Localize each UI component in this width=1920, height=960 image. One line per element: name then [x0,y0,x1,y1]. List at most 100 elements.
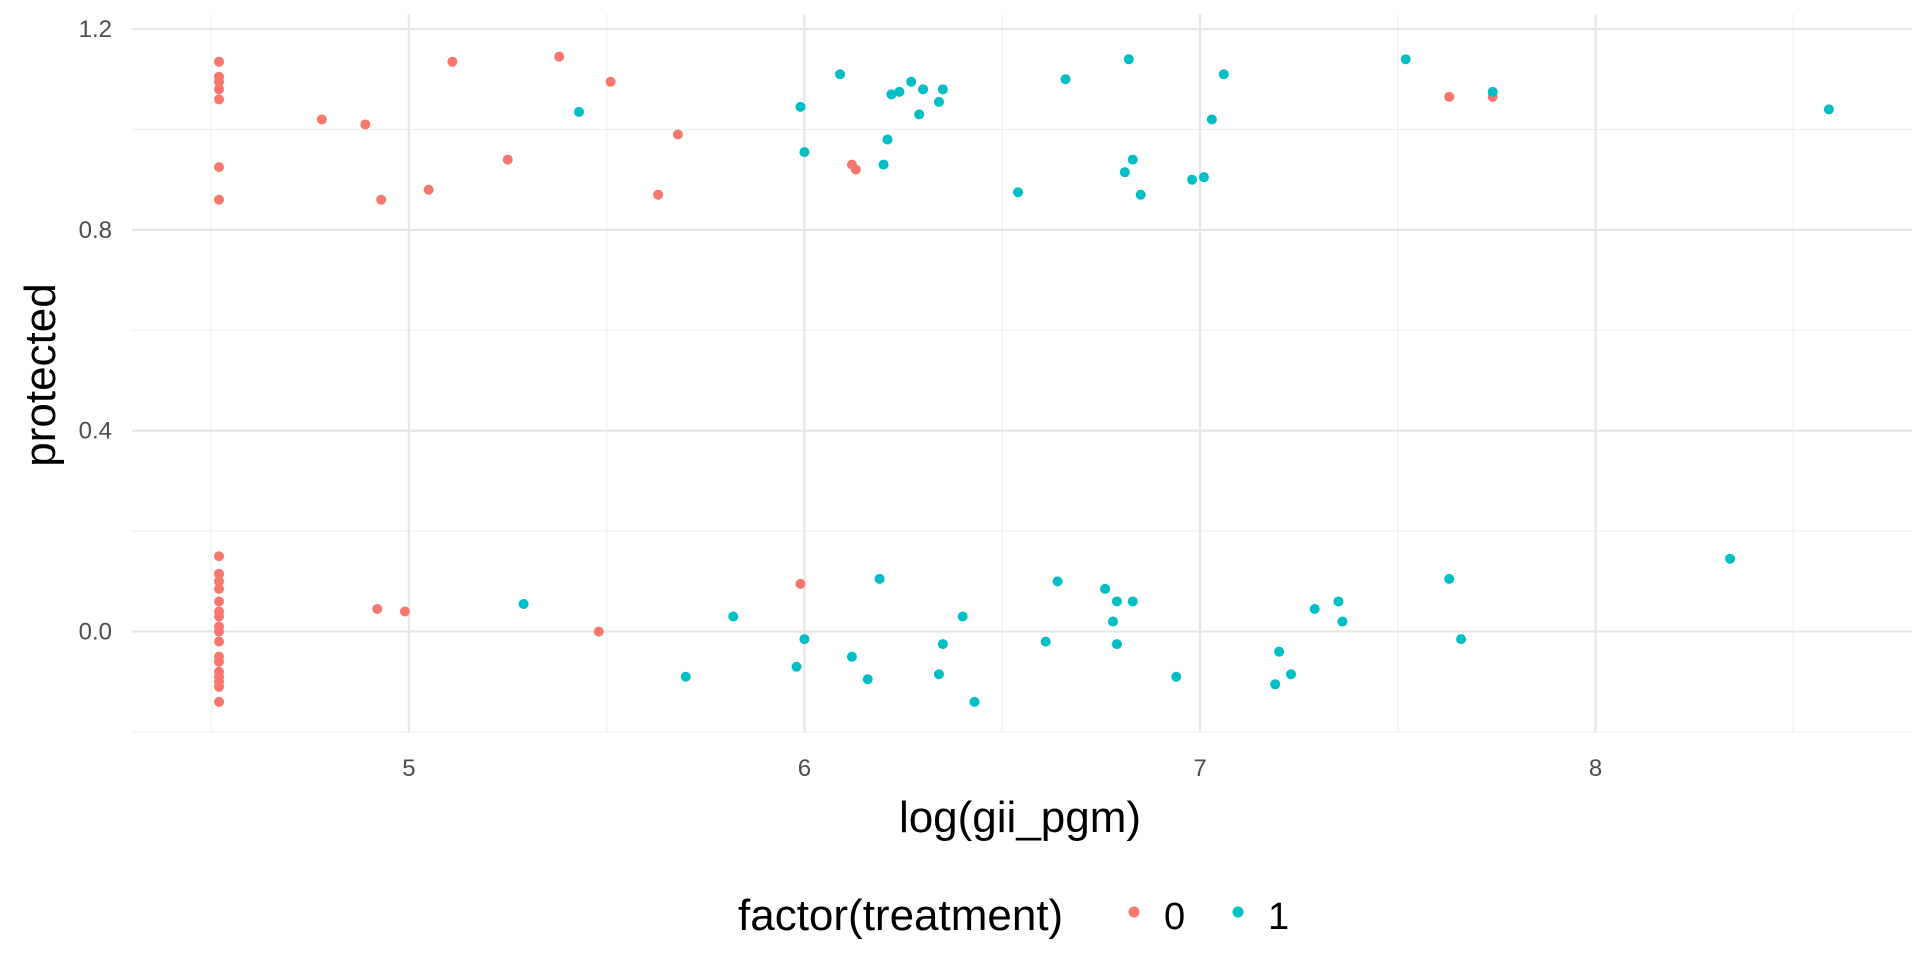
data-point-series-1 [1100,583,1111,594]
data-point-series-0 [376,194,387,205]
data-point-series-0 [795,578,806,589]
data-point-series-1 [1270,679,1281,690]
x-axis-title: log(gii_pgm) [899,793,1141,842]
data-point-series-1 [835,69,846,80]
data-point-series-1 [728,611,739,622]
data-point-series-0 [214,696,225,707]
data-point-series-0 [214,162,225,173]
data-point-series-1 [1337,616,1348,627]
y-tick-label: 1.2 [79,16,112,43]
x-tick-label: 5 [402,755,415,782]
data-point-series-0 [214,681,225,692]
data-point-series-0 [214,568,225,579]
data-point-series-0 [1444,91,1455,102]
data-point-series-0 [214,94,225,105]
data-point-series-1 [1487,86,1498,97]
data-point-series-0 [399,606,410,617]
data-point-series-1 [1135,189,1146,200]
data-point-series-1 [1285,669,1296,680]
data-point-series-0 [593,626,604,637]
data-point-series-1 [799,634,810,645]
data-point-series-0 [214,56,225,67]
data-point-series-1 [1333,596,1344,607]
data-point-series-0 [214,611,225,622]
legend: factor(treatment) 0 1 [738,891,1289,940]
data-point-series-1 [1119,167,1130,178]
y-tick-label: 0.8 [79,217,112,244]
legend-marker-1 [1232,906,1244,918]
y-tick-label: 0.0 [79,619,112,646]
data-point-series-1 [918,84,929,95]
data-point-series-1 [933,669,944,680]
data-point-series-1 [1111,639,1122,650]
data-point-series-0 [214,84,225,95]
data-point-series-0 [447,56,458,67]
data-point-series-0 [214,551,225,562]
y-tick-label: 0.4 [79,418,112,445]
data-point-series-1 [1111,596,1122,607]
y-axis-ticks: 0.0 0.4 0.8 1.2 [79,16,112,646]
data-point-series-1 [1127,154,1138,165]
data-point-series-0 [214,636,225,647]
data-point-series-0 [214,596,225,607]
data-point-series-1 [1444,573,1455,584]
data-point-series-0 [502,154,513,165]
data-point-series-0 [214,576,225,587]
y-axis-title: protected [16,283,65,466]
data-point-series-1 [937,639,948,650]
data-point-series-1 [933,96,944,107]
data-point-series-1 [874,573,885,584]
data-point-series-1 [1052,576,1063,587]
x-tick-label: 8 [1589,755,1602,782]
x-axis-ticks: 5 6 7 8 [402,755,1602,782]
data-point-series-1 [1060,74,1071,85]
data-point-series-1 [1206,114,1217,125]
data-point-series-0 [672,129,683,140]
data-point-series-1 [1198,172,1209,183]
data-point-series-1 [886,89,897,100]
data-point-series-0 [316,114,327,125]
data-point-series-1 [878,159,889,170]
data-point-series-1 [1127,596,1138,607]
legend-marker-0 [1128,906,1140,918]
data-points [214,51,1834,707]
x-tick-label: 6 [798,755,811,782]
data-point-series-1 [573,106,584,117]
data-point-series-0 [653,189,664,200]
data-point-series-1 [1400,54,1411,65]
data-point-series-0 [214,656,225,667]
data-point-series-1 [1107,616,1118,627]
data-point-series-1 [906,76,917,87]
data-point-series-0 [214,76,225,87]
data-point-series-1 [1040,636,1051,647]
data-point-series-1 [791,661,802,672]
data-point-series-0 [214,626,225,637]
legend-label-1: 1 [1268,896,1289,938]
data-point-series-1 [1123,54,1134,65]
data-point-series-1 [937,84,948,95]
data-point-series-1 [1187,174,1198,185]
x-tick-label: 7 [1193,755,1206,782]
data-point-series-0 [214,583,225,594]
data-point-series-1 [1171,671,1182,682]
data-point-series-1 [1725,553,1736,564]
legend-title: factor(treatment) [738,891,1063,940]
data-point-series-1 [862,674,873,685]
data-point-series-1 [1309,603,1320,614]
data-point-series-1 [799,147,810,158]
major-gridlines [132,14,1912,732]
data-point-series-1 [1218,69,1229,80]
legend-label-0: 0 [1164,896,1185,938]
data-point-series-0 [605,76,616,87]
data-point-series-0 [214,194,225,205]
data-point-series-1 [969,696,980,707]
data-point-series-1 [1823,104,1834,115]
data-point-series-0 [554,51,565,62]
data-point-series-0 [360,119,371,130]
data-point-series-1 [795,101,806,112]
data-point-series-1 [846,651,857,662]
data-point-series-1 [680,671,691,682]
data-point-series-1 [518,598,529,609]
data-point-series-1 [914,109,925,120]
